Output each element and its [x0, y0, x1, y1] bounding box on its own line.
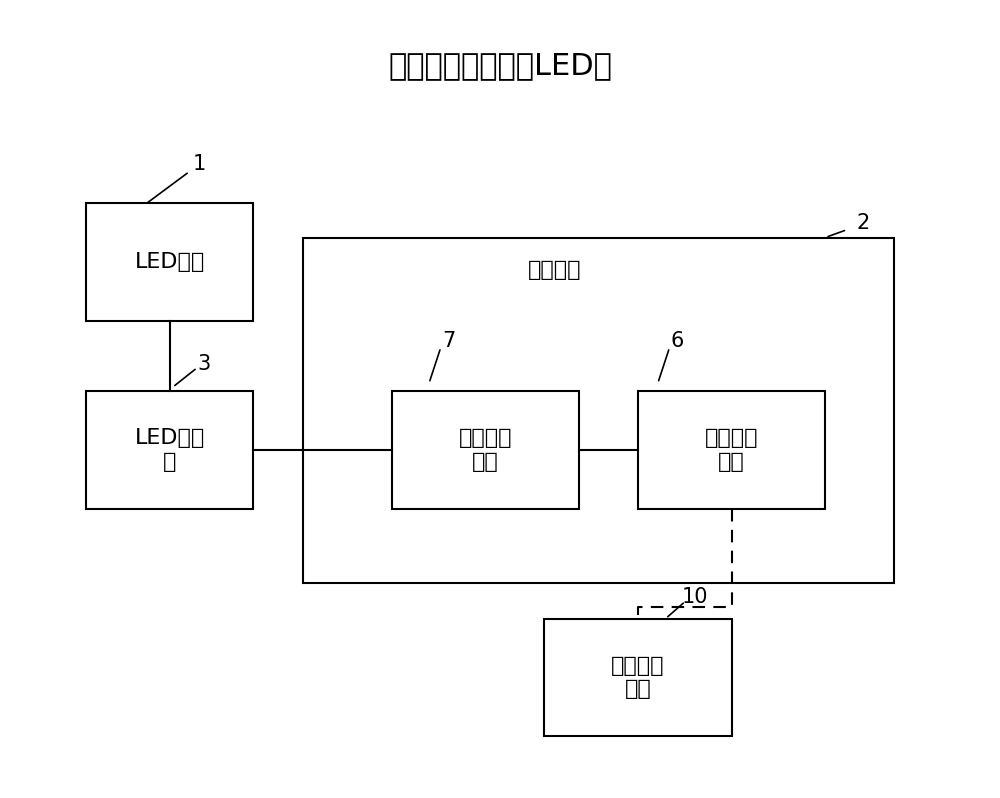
Bar — [392, 391, 579, 509]
Text: 6: 6 — [671, 331, 684, 351]
Bar — [86, 203, 253, 321]
Text: 外部信号
电路: 外部信号 电路 — [611, 656, 665, 699]
Text: 2: 2 — [856, 213, 870, 233]
Text: LED灯珠: LED灯珠 — [135, 252, 205, 272]
Bar — [544, 618, 732, 737]
Bar — [303, 239, 894, 583]
Text: LED供电
线: LED供电 线 — [135, 429, 205, 472]
Text: 3: 3 — [198, 354, 211, 373]
Text: 10: 10 — [682, 587, 708, 606]
Bar — [638, 391, 825, 509]
Text: 基于可见光通信的LED灯: 基于可见光通信的LED灯 — [388, 51, 612, 81]
Text: 7: 7 — [442, 331, 455, 351]
Text: 通信模块: 通信模块 — [527, 259, 581, 279]
Text: 1: 1 — [193, 154, 206, 174]
Bar — [86, 391, 253, 509]
Text: 信号注入
电路: 信号注入 电路 — [458, 429, 512, 472]
Text: 载波通信
模块: 载波通信 模块 — [705, 429, 758, 472]
